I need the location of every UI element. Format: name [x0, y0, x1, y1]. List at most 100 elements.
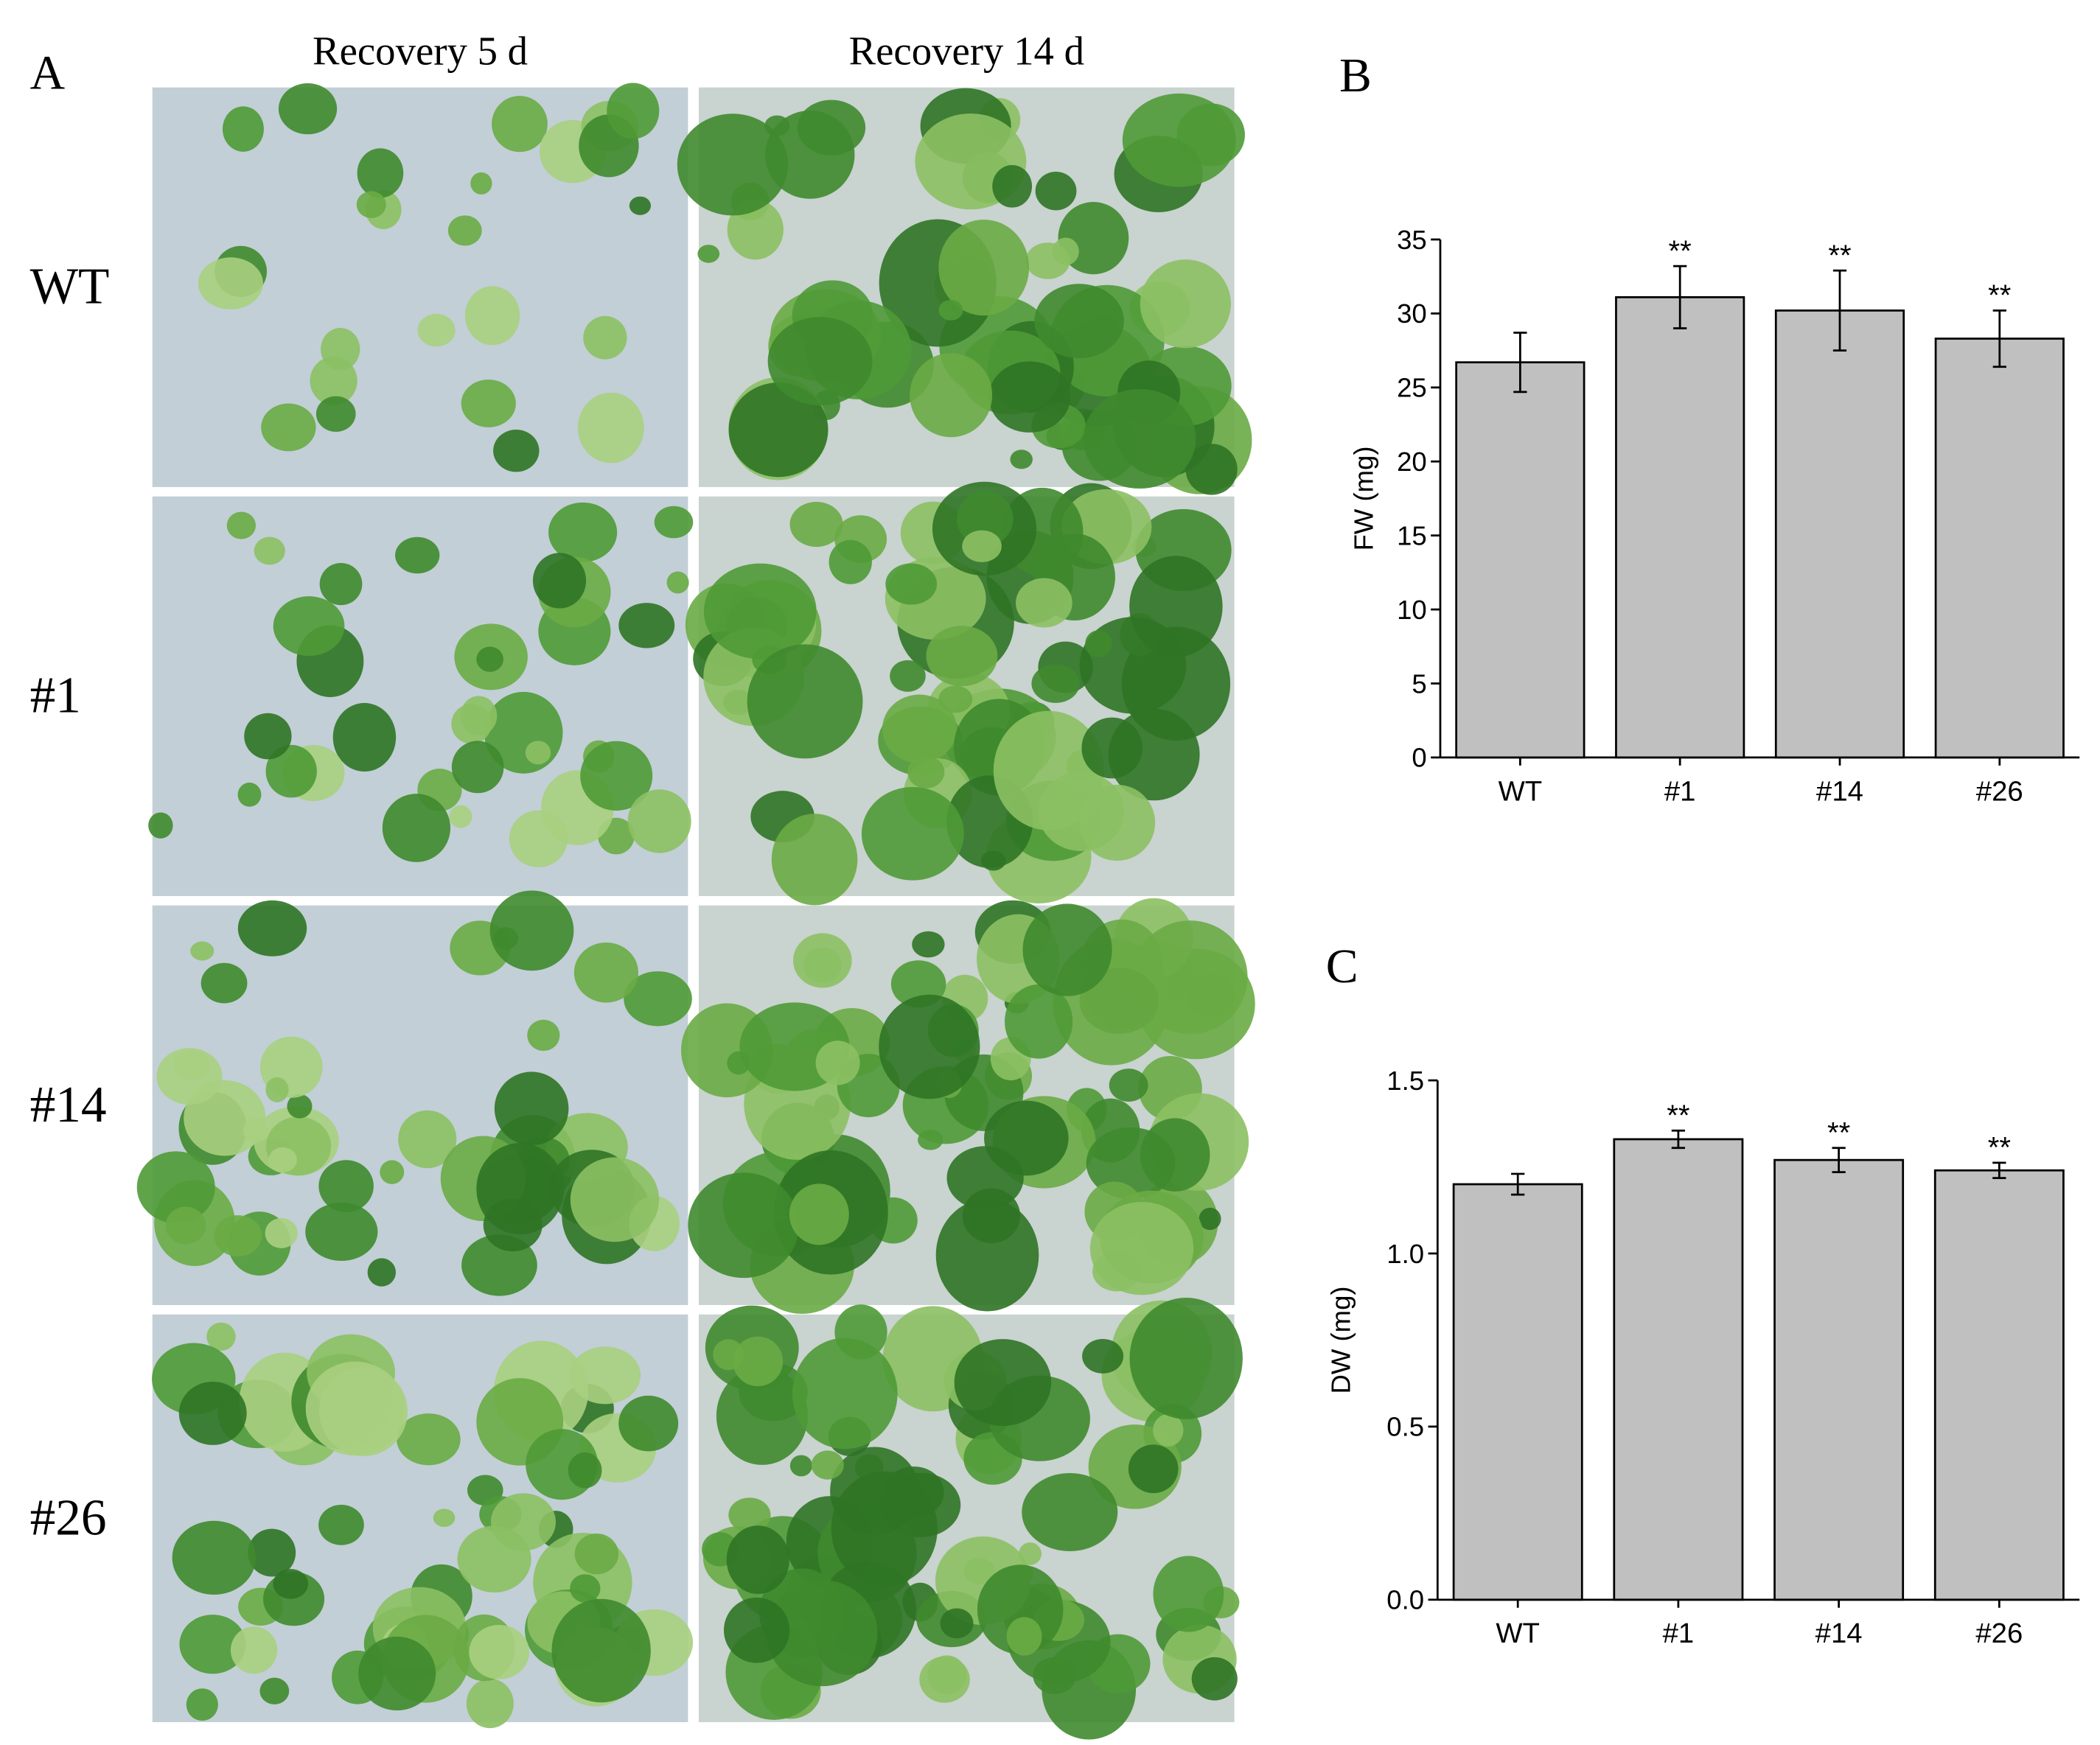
leaf [1010, 450, 1033, 469]
leaf [190, 941, 214, 961]
significance: ** [1669, 234, 1692, 267]
leaf [568, 1452, 602, 1489]
panel-label: C [1326, 940, 1358, 993]
leaf [278, 83, 338, 135]
leaf [532, 553, 587, 609]
leaf [1140, 1118, 1210, 1192]
leaf [607, 83, 660, 139]
significance: ** [1828, 239, 1851, 272]
leaf [954, 1339, 1052, 1427]
leaf [573, 943, 638, 1003]
leaf [494, 1071, 569, 1146]
leaf [367, 1258, 397, 1287]
leaf [1031, 664, 1080, 703]
leaf [476, 646, 503, 672]
leaf [918, 1130, 943, 1150]
leaf [910, 353, 993, 438]
y-tick-label: 1.5 [1386, 1066, 1424, 1096]
leaf [629, 196, 652, 215]
leaf [237, 783, 262, 807]
leaf [726, 1525, 789, 1594]
leaf [624, 971, 692, 1027]
y-tick-label: 5 [1412, 668, 1426, 699]
leaf [885, 563, 938, 605]
leaf [243, 1118, 268, 1144]
leaf [912, 931, 945, 958]
leaf [136, 1151, 215, 1223]
leaf [1199, 1207, 1221, 1231]
x-tick-label: WT [1499, 775, 1543, 807]
leaf [527, 1019, 560, 1052]
leaf [273, 1569, 309, 1599]
leaf [332, 702, 397, 772]
column-header: Recovery 5 d [313, 29, 528, 74]
y-tick-label: 30 [1397, 298, 1427, 329]
leaf [728, 1497, 771, 1533]
leaf [803, 947, 843, 983]
leaf [618, 1395, 679, 1452]
leaf [697, 245, 720, 263]
leaf [172, 1520, 257, 1595]
x-tick-label: WT [1496, 1618, 1540, 1649]
leaf [747, 644, 863, 759]
error-bar [1832, 269, 1847, 352]
leaf [200, 962, 248, 1004]
leaf [570, 1574, 601, 1603]
significance: ** [1667, 1099, 1689, 1132]
leaf [261, 403, 316, 452]
leaf [165, 1206, 206, 1245]
leaf [926, 626, 998, 687]
bar [1773, 1158, 1905, 1601]
leaf [583, 315, 627, 360]
error-bar [1511, 1172, 1525, 1196]
leaf [273, 596, 345, 657]
leaf [1129, 1298, 1243, 1419]
leaf [469, 1624, 530, 1679]
leaf [265, 744, 317, 798]
leaf [703, 563, 817, 660]
leaf [728, 382, 829, 478]
y-axis-label: DW (mg) [1326, 1286, 1356, 1393]
x-tick-label: #26 [1975, 1618, 2023, 1649]
leaf [186, 1688, 218, 1721]
leaf [829, 539, 872, 584]
leaf [1006, 1617, 1042, 1656]
leaf [1033, 1657, 1076, 1694]
leaf [688, 1172, 800, 1279]
leaf [1191, 1657, 1238, 1701]
leaf [244, 713, 292, 760]
leaf [988, 361, 1071, 433]
leaf [237, 900, 307, 957]
leaf [940, 1608, 974, 1639]
leaf [1052, 237, 1079, 265]
leaf [1005, 984, 1073, 1059]
leaf [461, 380, 516, 427]
leaf [148, 812, 173, 839]
column-header: Recovery 14 d [849, 29, 1084, 74]
leaf [627, 789, 691, 853]
leaf [797, 99, 866, 155]
leaf [618, 603, 675, 648]
leaf [525, 741, 551, 765]
leaf [919, 1656, 970, 1703]
leaf [767, 317, 873, 406]
leaf [570, 1157, 660, 1242]
leaf [214, 1215, 262, 1257]
leaf [230, 1626, 278, 1674]
leaf [358, 1636, 436, 1711]
leaf [490, 1493, 556, 1551]
panel-label: A [30, 46, 65, 99]
error-bar [1992, 1161, 2006, 1179]
leaf [222, 106, 264, 152]
leaf [305, 1203, 378, 1261]
panel-label: B [1339, 49, 1372, 102]
bar [1613, 1138, 1744, 1601]
leaf [198, 257, 263, 310]
y-axis-label: FW (mg) [1349, 446, 1379, 550]
significance: ** [1988, 1131, 2011, 1164]
leaf [1153, 1556, 1224, 1632]
leaf [449, 805, 472, 828]
leaf [984, 1100, 1069, 1176]
error-bar [1832, 1147, 1846, 1173]
